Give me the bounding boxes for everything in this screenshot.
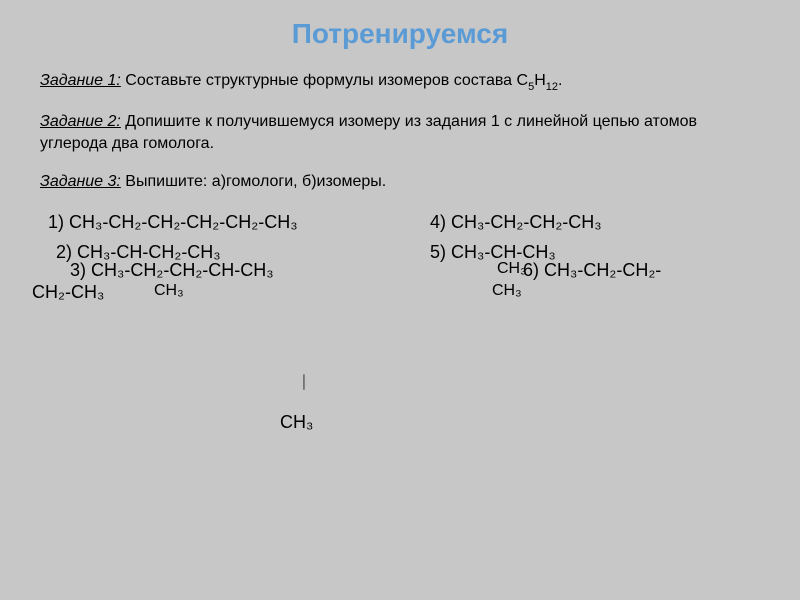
formulas-block: 1) CH₃-CH₂-CH₂-CH₂-CH₂-CH₃ 4) CH₃-CH₂-CH… <box>0 204 800 464</box>
task-1-sub2: 12 <box>546 81 558 93</box>
task-1: Задание 1: Составьте структурные формулы… <box>0 64 800 105</box>
formula-1: 1) CH₃-CH₂-CH₂-CH₂-CH₂-CH₃ <box>48 212 298 233</box>
formula-6: 6) CH₃-CH₂-CH₂- <box>523 260 661 281</box>
task-2-text: Допишите к получившемуся изомеру из зада… <box>40 113 697 152</box>
formula-3: 3) CH₃-CH₂-CH₂-CH-CH₃ <box>70 260 274 281</box>
task-1-text: Составьте структурные формулы изомеров с… <box>121 72 528 89</box>
task-3-label: Задание 3: <box>40 173 121 190</box>
task-3: Задание 3: Выпишите: а)гомологи, б)изоме… <box>0 165 800 203</box>
bond-symbol: ⏐ <box>300 374 308 391</box>
task-1-sub1: 5 <box>528 81 534 93</box>
task-2-label: Задание 2: <box>40 113 121 130</box>
formula-3-tail: CH₂-CH₃ <box>32 282 104 303</box>
task-1-mid: H <box>534 72 546 89</box>
task-3-text: Выпишите: а)гомологи, б)изомеры. <box>121 173 386 190</box>
task-2: Задание 2: Допишите к получившемуся изом… <box>0 105 800 166</box>
page-title: Потренируемся <box>0 0 800 64</box>
ch3-bottom: CH₃ <box>280 412 313 433</box>
task-1-label: Задание 1: <box>40 72 121 89</box>
formula-4: 4) CH₃-CH₂-CH₂-CH₃ <box>430 212 602 233</box>
formula-6-branch: CH₃ <box>492 282 522 300</box>
formula-3-branch: CH₃ <box>154 282 184 300</box>
task-1-end: . <box>558 72 562 89</box>
